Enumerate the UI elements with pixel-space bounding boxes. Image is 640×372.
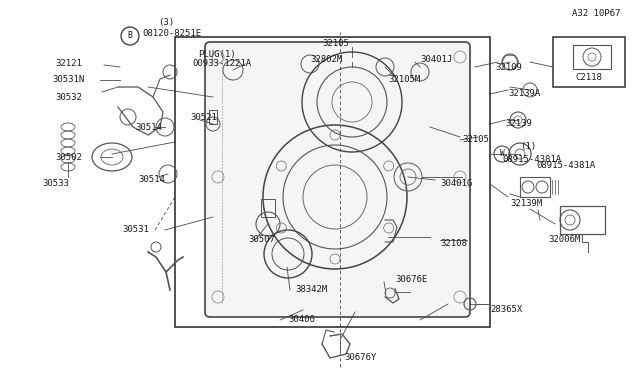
Text: 32105: 32105 bbox=[462, 135, 489, 144]
Text: 32139M: 32139M bbox=[510, 199, 542, 208]
Bar bbox=[175, 37, 490, 327]
Text: 30401J: 30401J bbox=[420, 55, 452, 64]
Text: 32121: 32121 bbox=[55, 60, 82, 68]
Text: 00933-1221A: 00933-1221A bbox=[192, 60, 251, 68]
Text: 08915-4381A: 08915-4381A bbox=[502, 155, 561, 164]
Text: 30531: 30531 bbox=[122, 225, 149, 234]
Text: 32139A: 32139A bbox=[508, 90, 540, 99]
Text: 28365X: 28365X bbox=[490, 305, 522, 314]
Text: 30401G: 30401G bbox=[440, 180, 472, 189]
Text: A32 10P67: A32 10P67 bbox=[572, 10, 620, 19]
Text: 08915-4381A: 08915-4381A bbox=[536, 161, 595, 170]
Text: 30400: 30400 bbox=[288, 315, 315, 324]
Text: (3): (3) bbox=[158, 17, 174, 26]
Text: (1): (1) bbox=[520, 142, 536, 151]
Bar bbox=[520, 177, 550, 197]
Text: 30676Y: 30676Y bbox=[344, 353, 376, 362]
Bar bbox=[209, 110, 217, 124]
Text: 30521: 30521 bbox=[190, 112, 217, 122]
Text: W: W bbox=[500, 150, 504, 158]
Text: 30514: 30514 bbox=[138, 176, 165, 185]
Text: 30507: 30507 bbox=[248, 235, 275, 244]
Text: 32139: 32139 bbox=[505, 119, 532, 128]
Text: PLUG(1): PLUG(1) bbox=[198, 49, 236, 58]
Bar bbox=[553, 37, 625, 87]
Text: 32109: 32109 bbox=[495, 62, 522, 71]
Text: 30676E: 30676E bbox=[395, 276, 428, 285]
Bar bbox=[560, 206, 605, 234]
Text: B: B bbox=[127, 32, 132, 41]
Text: 08120-8251E: 08120-8251E bbox=[142, 29, 201, 38]
Text: 32006M: 32006M bbox=[548, 235, 580, 244]
Text: 30502: 30502 bbox=[55, 153, 82, 161]
Text: C2118: C2118 bbox=[575, 73, 602, 81]
Text: 30532: 30532 bbox=[55, 93, 82, 102]
Text: 30514: 30514 bbox=[135, 122, 162, 131]
Bar bbox=[573, 45, 611, 69]
Text: 38342M: 38342M bbox=[295, 285, 327, 295]
Text: 32105: 32105 bbox=[322, 39, 349, 48]
Text: 32802M: 32802M bbox=[310, 55, 342, 64]
FancyBboxPatch shape bbox=[205, 42, 470, 317]
Text: 32105M: 32105M bbox=[388, 76, 420, 84]
Text: 32108: 32108 bbox=[440, 240, 467, 248]
Text: 30531N: 30531N bbox=[52, 76, 84, 84]
Text: 30533: 30533 bbox=[42, 180, 69, 189]
Bar bbox=[261, 199, 275, 217]
